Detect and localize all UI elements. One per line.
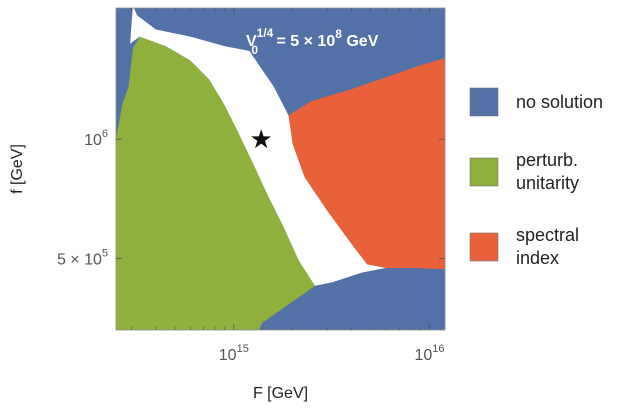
legend: no solution perturb. unitarity spectral inde… [469,87,603,268]
star-marker: ★ [250,124,273,154]
y-axis-label: f [GeV] [9,144,26,194]
legend-swatch-no-solution [469,87,499,117]
region-perturb-unitarity [116,36,315,330]
legend-label-spectral-index: spectral index [516,225,579,268]
legend-swatch-spectral-index [469,232,499,262]
tick-labels: 1015 1016 106 5 × 105 [57,128,445,364]
x-tick-label: 1016 [414,343,444,364]
region-allowed [130,8,387,286]
y-tick-label: 5 × 105 [57,247,108,268]
legend-swatch-perturb-unitarity [469,157,499,187]
x-axis-label: F [GeV] [253,385,308,402]
y-tick-label: 106 [84,128,108,149]
plot-frame [115,7,446,331]
region-no-solution-lower [259,268,445,330]
x-tick-label: 1015 [219,343,249,364]
legend-label-perturb-unitarity: perturb. unitarity [516,150,579,193]
region-spectral-index [288,58,445,270]
plot-area [116,8,445,330]
legend-label-no-solution: no solution [516,92,603,112]
axis-ticks [116,8,445,330]
